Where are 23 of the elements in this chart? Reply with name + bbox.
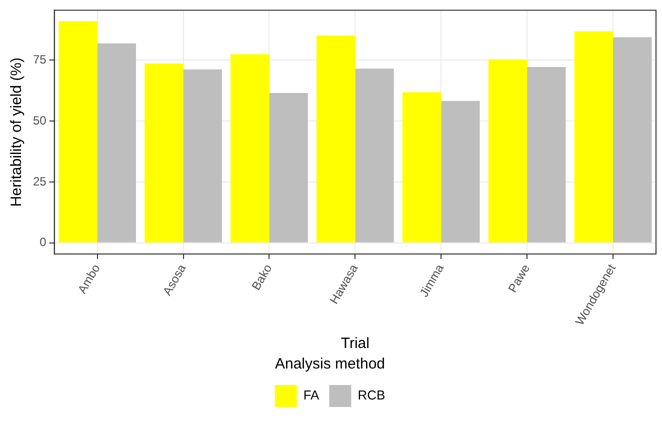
y-tick-label: 25 — [32, 174, 47, 188]
y-axis-title: Heritability of yield (%) — [8, 58, 26, 207]
bar — [402, 92, 442, 242]
bar — [488, 59, 528, 242]
bar — [574, 31, 614, 242]
bar — [144, 64, 184, 242]
legend-label: RCB — [358, 388, 386, 403]
bar — [613, 37, 652, 242]
bar — [183, 69, 222, 242]
x-axis-title: Trial — [340, 335, 370, 352]
legend-title: Analysis method — [274, 356, 386, 373]
bar — [269, 93, 308, 242]
bar — [527, 66, 566, 242]
bar — [97, 43, 136, 242]
y-tick-label: 50 — [32, 113, 47, 128]
bar — [58, 21, 98, 242]
bar — [316, 36, 356, 242]
bar — [230, 54, 270, 242]
legend-label: FA — [303, 388, 320, 403]
bar — [441, 100, 480, 242]
y-tick-label: 0 — [40, 235, 47, 250]
bar — [355, 68, 394, 242]
y-tick-label: 75 — [32, 52, 47, 66]
